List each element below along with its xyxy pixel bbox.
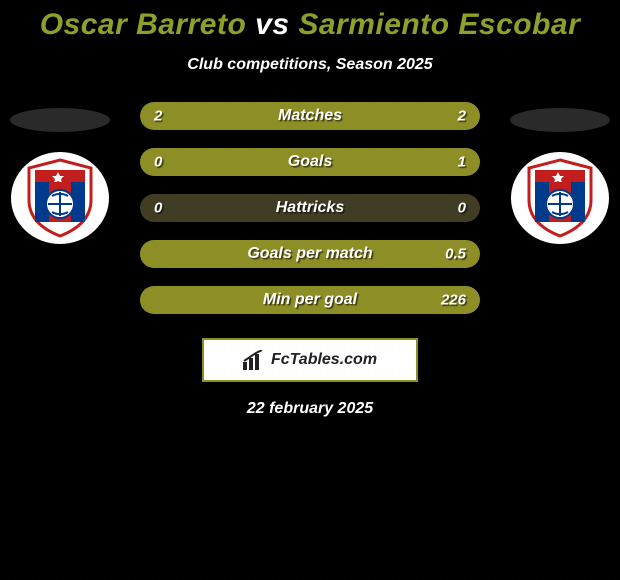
right-player-column <box>500 102 620 244</box>
player1-shadow <box>10 108 110 132</box>
stats-list: 2 Matches 2 0 Goals 1 0 Hattricks 0 Goals per mat… <box>140 102 480 314</box>
stat-value-right: 226 <box>441 292 466 309</box>
player2-crest <box>511 152 609 244</box>
stat-row: Min per goal 226 <box>140 286 480 314</box>
crest-icon <box>525 158 595 238</box>
player2-shadow <box>510 108 610 132</box>
brand-text: FcTables.com <box>271 351 377 369</box>
brand-box[interactable]: FcTables.com <box>202 338 418 382</box>
subtitle: Club competitions, Season 2025 <box>0 56 620 74</box>
player1-name: Oscar Barreto <box>40 8 247 41</box>
stat-row: 0 Hattricks 0 <box>140 194 480 222</box>
stat-row: 2 Matches 2 <box>140 102 480 130</box>
stat-row: 0 Goals 1 <box>140 148 480 176</box>
player2-name: Sarmiento Escobar <box>298 8 580 41</box>
stat-value-right: 0.5 <box>445 246 466 263</box>
stat-value-right: 1 <box>458 154 466 171</box>
player1-crest <box>11 152 109 244</box>
stat-label: Hattricks <box>276 199 344 217</box>
stat-row: Goals per match 0.5 <box>140 240 480 268</box>
bars-icon <box>243 350 265 370</box>
stat-value-left: 0 <box>154 200 162 217</box>
footer-date: 22 february 2025 <box>0 400 620 418</box>
page-title: Oscar Barreto vs Sarmiento Escobar <box>0 8 620 42</box>
stat-value-left: 0 <box>154 154 162 171</box>
stat-label: Matches <box>278 107 342 125</box>
stat-label: Min per goal <box>263 291 357 309</box>
stat-label: Goals per match <box>247 245 372 263</box>
stat-value-left: 2 <box>154 108 162 125</box>
crest-icon <box>25 158 95 238</box>
stat-value-right: 2 <box>458 108 466 125</box>
comparison-card: Oscar Barreto vs Sarmiento Escobar Club … <box>0 0 620 418</box>
stat-label: Goals <box>288 153 332 171</box>
left-player-column <box>0 102 120 244</box>
vs-text: vs <box>255 8 289 41</box>
stat-value-right: 0 <box>458 200 466 217</box>
middle-section: 2 Matches 2 0 Goals 1 0 Hattricks 0 Goals per mat… <box>0 102 620 314</box>
